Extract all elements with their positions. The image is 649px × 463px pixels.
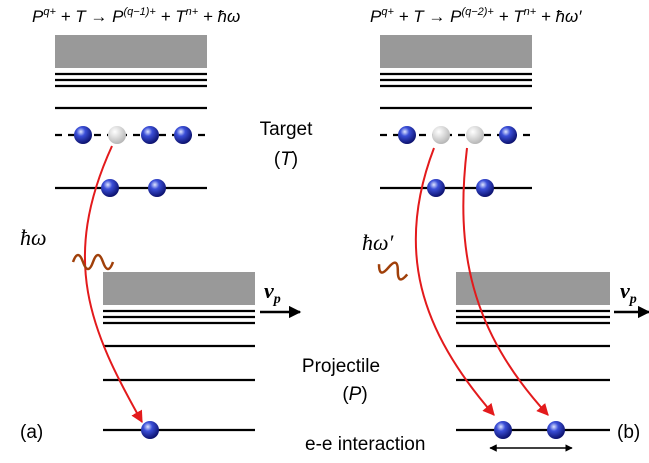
subscript: p [273, 292, 281, 307]
projectile-symbol: (P) [342, 384, 367, 405]
superscript: n+ [186, 6, 199, 18]
panel-label: (a) [20, 422, 43, 443]
symbol: v [620, 278, 630, 303]
equation-part: + T [156, 7, 187, 26]
equation: Pq+ + T → P(q−2)+ + Tn+ + ħω′ [370, 6, 582, 26]
projectile-levels-b [377, 148, 649, 448]
photon-label: ħω [20, 225, 47, 250]
diagram: Pq+ + T → P(q−1)+ + Tn+ + ħω Pq+ + T → P… [0, 0, 649, 463]
projectile-label: Projectile [302, 356, 380, 377]
target-label: Target [260, 119, 314, 140]
superscript: q+ [43, 6, 56, 18]
equation-part: P [32, 7, 44, 26]
panel-label: (b) [617, 422, 640, 443]
velocity-label: vp [620, 278, 637, 307]
superscript: (q−2)+ [461, 6, 494, 18]
paren: ) [292, 149, 298, 170]
target-symbol: (T) [274, 149, 298, 170]
velocity-label: vp [264, 278, 281, 307]
photon-label: ħω′ [362, 230, 395, 255]
equation-part: P [370, 7, 382, 26]
superscript: n+ [524, 6, 537, 18]
interaction-label: e-e interaction [305, 434, 425, 455]
target-levels-a [55, 35, 207, 197]
symbol: P [349, 384, 362, 405]
equation-part: + ħω′ [536, 7, 582, 26]
equation-part: + T → P [394, 7, 462, 26]
equation-part: + ħω [198, 7, 240, 26]
superscript: q+ [381, 6, 394, 18]
symbol: v [264, 278, 274, 303]
subscript: p [629, 292, 637, 307]
equation: Pq+ + T → P(q−1)+ + Tn+ + ħω [32, 6, 240, 26]
equation-part: + T → P [56, 7, 124, 26]
target-levels-b [380, 35, 532, 197]
paren: ) [361, 384, 367, 405]
superscript: (q−1)+ [123, 6, 156, 18]
equation-part: + T [494, 7, 525, 26]
